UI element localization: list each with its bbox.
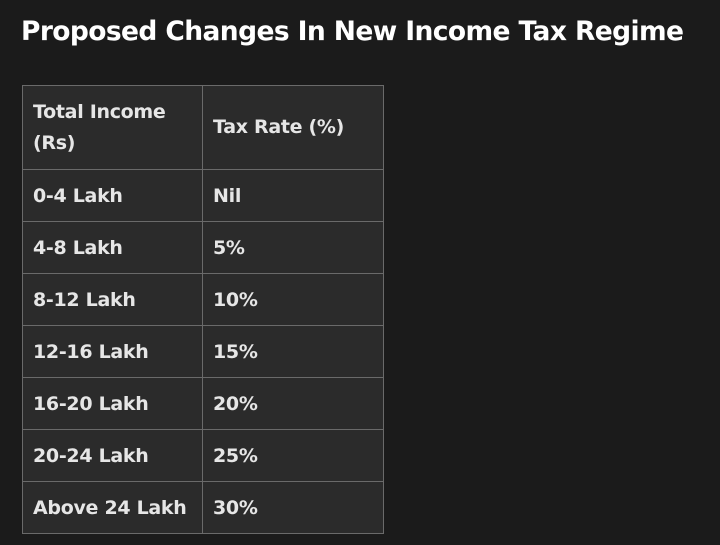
tax-rate-cell: 10% xyxy=(202,273,384,326)
table-row: 0-4 Lakh Nil xyxy=(22,169,384,222)
table-row: Above 24 Lakh 30% xyxy=(22,481,384,534)
table-header-row: Total Income (Rs) Tax Rate (%) xyxy=(22,85,384,170)
column-header-total-income: Total Income (Rs) xyxy=(22,85,203,170)
column-header-tax-rate: Tax Rate (%) xyxy=(202,85,384,170)
income-cell: 12-16 Lakh xyxy=(22,325,203,378)
tax-rate-cell: 15% xyxy=(202,325,384,378)
income-cell: 4-8 Lakh xyxy=(22,221,203,274)
table-row: 4-8 Lakh 5% xyxy=(22,221,384,274)
tax-rate-cell: 5% xyxy=(202,221,384,274)
tax-rate-cell: Nil xyxy=(202,169,384,222)
tax-rate-cell: 20% xyxy=(202,377,384,430)
tax-rate-table: Total Income (Rs) Tax Rate (%) 0-4 Lakh … xyxy=(22,85,384,534)
tax-rate-cell: 25% xyxy=(202,429,384,482)
tax-rate-cell: 30% xyxy=(202,481,384,534)
income-cell: 20-24 Lakh xyxy=(22,429,203,482)
page-title: Proposed Changes In New Income Tax Regim… xyxy=(21,16,684,47)
table-row: 12-16 Lakh 15% xyxy=(22,325,384,378)
income-cell: 16-20 Lakh xyxy=(22,377,203,430)
table-row: 16-20 Lakh 20% xyxy=(22,377,384,430)
table-row: 20-24 Lakh 25% xyxy=(22,429,384,482)
table-row: 8-12 Lakh 10% xyxy=(22,273,384,326)
income-cell: Above 24 Lakh xyxy=(22,481,203,534)
income-cell: 0-4 Lakh xyxy=(22,169,203,222)
income-cell: 8-12 Lakh xyxy=(22,273,203,326)
